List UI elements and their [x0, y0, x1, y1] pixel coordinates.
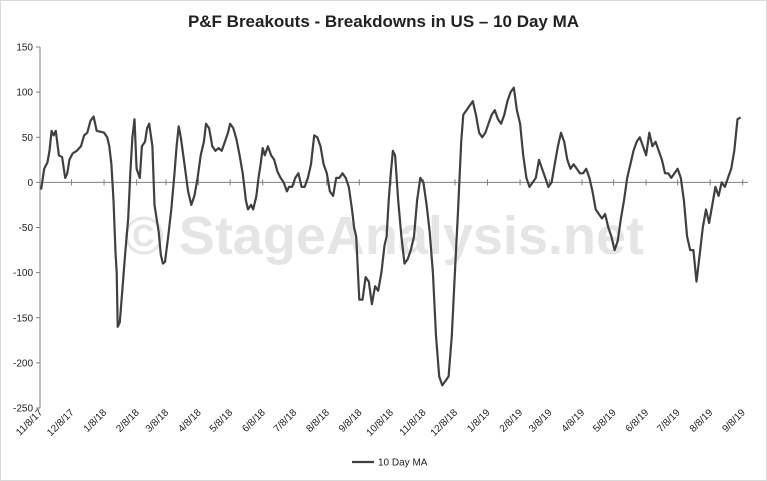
x-tick-label: 7/8/18 [272, 407, 300, 435]
chart-title: P&F Breakouts - Breakdowns in US – 10 Da… [187, 12, 580, 31]
x-tick-label: 11/8/18 [398, 407, 429, 438]
x-tick-label: 12/8/17 [45, 407, 77, 439]
x-tick-label: 5/8/18 [208, 407, 236, 435]
x-tick-label: 12/8/18 [429, 407, 461, 439]
x-tick-label: 2/8/18 [114, 407, 142, 435]
plot-area [40, 86, 742, 387]
x-tick-label: 8/8/18 [304, 407, 332, 435]
y-tick-label: -150 [13, 313, 33, 324]
x-tick-label: 2/8/19 [498, 407, 526, 435]
x-tick-label: 3/8/19 [527, 407, 555, 435]
y-tick-label: -250 [13, 404, 33, 415]
x-tick-label: 5/8/19 [591, 407, 619, 435]
y-tick-label: 150 [16, 43, 33, 54]
x-tick-label: 4/8/18 [176, 407, 204, 435]
x-tick-label: 7/8/19 [655, 407, 683, 435]
x-tick-label: 6/8/19 [624, 407, 652, 435]
legend-label: 10 Day MA [378, 458, 428, 469]
series-line-10-day-ma [40, 86, 742, 387]
x-tick-label: 3/8/18 [144, 407, 172, 435]
x-tick-label: 9/8/18 [337, 407, 365, 435]
y-tick-label: -200 [13, 358, 33, 369]
x-tick-label: 8/8/19 [688, 407, 716, 435]
x-tick-label: 1/8/18 [82, 407, 110, 435]
x-tick-label: 9/8/19 [720, 407, 748, 435]
y-tick-label: 50 [22, 133, 34, 144]
legend: 10 Day MA [352, 458, 428, 469]
y-tick-label: -100 [13, 268, 33, 279]
y-tick-label: -50 [19, 223, 34, 234]
x-tick-label: 4/8/19 [560, 407, 588, 435]
y-tick-label: 100 [16, 88, 33, 99]
x-tick-label: 10/8/18 [365, 407, 397, 439]
x-tick-label: 6/8/18 [240, 407, 268, 435]
y-tick-label: 0 [27, 178, 33, 189]
x-tick-label: 1/8/19 [465, 407, 493, 435]
